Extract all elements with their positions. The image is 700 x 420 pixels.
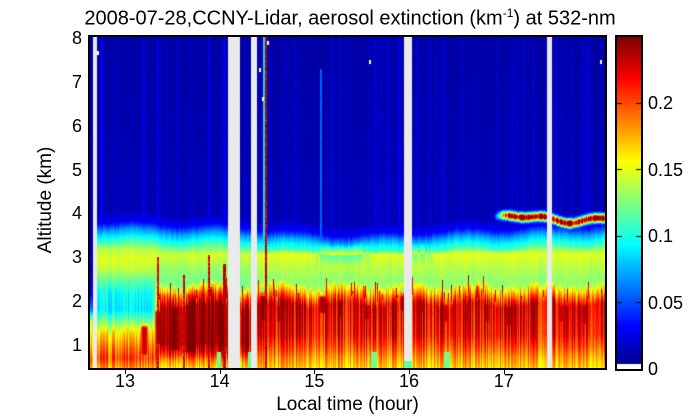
chart-title-suffix: ) at 532-nm: [513, 7, 616, 30]
x-tick-label: 17: [493, 371, 514, 391]
y-tick-label: 8: [71, 27, 82, 48]
x-tick-label: 13: [115, 371, 136, 391]
colorbar-tick-label: 0: [648, 359, 659, 379]
y-tick-label: 2: [71, 291, 82, 312]
colorbar-tick-label: 0.05: [648, 292, 684, 313]
heatmap-canvas: [90, 37, 605, 368]
x-axis-label: Local time (hour): [276, 394, 419, 415]
colorbar-tick-label: 0.1: [648, 226, 674, 247]
y-tick-label: 4: [71, 203, 82, 224]
x-tick-label: 16: [399, 371, 420, 391]
y-tick-label: 5: [71, 159, 82, 180]
chart-title-superscript: -1: [502, 6, 514, 20]
x-tick-label: 14: [209, 371, 230, 391]
plot-frame: [88, 35, 607, 370]
colorbar-tick-label: 0.15: [648, 159, 684, 180]
x-tick-mark: [219, 370, 221, 374]
y-tick-label: 6: [71, 115, 82, 136]
x-tick-mark: [409, 370, 411, 374]
colorbar-tick-label: 0.2: [648, 93, 674, 114]
y-tick-label: 1: [71, 335, 82, 356]
x-tick-mark: [503, 370, 505, 374]
chart-title: 2008-07-28,CCNY-Lidar, aerosol extinctio…: [0, 6, 700, 31]
x-tick-mark: [314, 370, 316, 374]
x-tick-label: 15: [304, 371, 325, 391]
y-tick-label: 7: [71, 71, 82, 92]
colorbar-canvas: [617, 37, 641, 369]
chart-title-text: 2008-07-28,CCNY-Lidar, aerosol extinctio…: [84, 7, 503, 30]
y-tick-label: 3: [71, 247, 82, 268]
x-tick-mark: [125, 370, 127, 374]
colorbar-frame: [615, 35, 643, 371]
